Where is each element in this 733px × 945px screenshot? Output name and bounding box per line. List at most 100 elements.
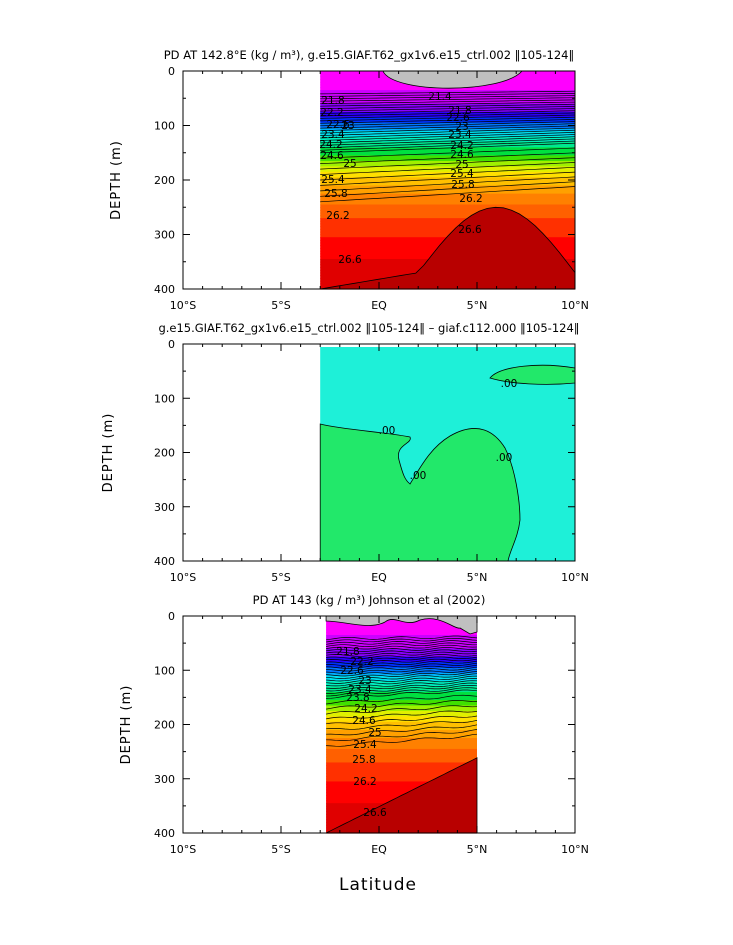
contour-line	[326, 705, 478, 715]
x-tick-label: 5°S	[271, 843, 290, 856]
density-band	[320, 103, 575, 108]
contour-line	[326, 673, 478, 682]
contour-line	[320, 127, 576, 136]
density-band	[326, 702, 477, 707]
density-band	[326, 732, 477, 736]
density-band	[320, 106, 575, 110]
density-band	[320, 169, 575, 173]
density-band	[320, 158, 575, 162]
contour-label: 25	[343, 158, 356, 170]
density-band	[326, 776, 477, 780]
contour-line	[326, 649, 478, 655]
y-tick-label: 300	[154, 229, 175, 242]
y-tick-label: 100	[154, 392, 175, 405]
contour-line	[320, 129, 576, 139]
contour-line	[320, 138, 576, 149]
density-band	[326, 754, 477, 758]
density-band	[320, 92, 575, 97]
y-tick-label: 400	[154, 283, 175, 296]
contour-line	[320, 166, 576, 181]
contour-line	[326, 637, 478, 643]
x-tick-label: 5°S	[271, 299, 290, 312]
x-tick-label: EQ	[371, 571, 387, 584]
density-band	[320, 163, 575, 167]
contour-line	[320, 134, 576, 144]
y-tick-label: 200	[154, 447, 175, 460]
panel-1-axes: 10°S 5°S EQ 5°N 10°N 0 100 200 300 400 PD AT 142.8…	[109, 48, 589, 312]
contour-line	[326, 662, 478, 669]
contour-line	[326, 720, 478, 730]
density-band	[320, 201, 575, 206]
density-band	[326, 719, 477, 723]
contour-label: 23	[341, 120, 354, 132]
contour-line	[326, 682, 478, 692]
contour-line	[326, 658, 478, 664]
density-band	[326, 651, 477, 655]
contour-line	[320, 95, 576, 100]
density-band	[326, 770, 477, 774]
density-band	[320, 133, 575, 137]
contour-label: 26.2	[459, 193, 482, 205]
contour-line	[326, 715, 478, 725]
density-band	[320, 166, 575, 170]
y-axis-label: DEPTH (m)	[119, 685, 134, 765]
contour-label: 24.6	[450, 149, 474, 161]
contour-line	[326, 710, 478, 720]
contour-label: 23.8	[346, 692, 369, 704]
density-band	[326, 721, 477, 726]
contour-line	[320, 119, 576, 127]
contour-line	[326, 687, 478, 697]
y-tick-label: 400	[154, 827, 175, 840]
contour-label: 25.8	[451, 179, 474, 191]
contour-line	[320, 121, 576, 129]
density-band	[326, 697, 477, 701]
density-band	[326, 765, 477, 769]
density-band	[326, 743, 477, 747]
contour-label: 22.6	[446, 112, 470, 124]
density-band	[326, 656, 477, 660]
contour-line	[320, 114, 576, 122]
contour-line	[326, 684, 478, 694]
density-band	[326, 713, 477, 717]
contour-label: 23.4	[348, 684, 372, 696]
contour-label: 26.2	[353, 776, 376, 788]
contour-label: 23.4	[448, 129, 472, 141]
density-band	[320, 120, 575, 124]
density-band	[320, 128, 575, 132]
density-band	[326, 662, 477, 666]
contour-line	[326, 651, 478, 657]
density-band	[326, 694, 477, 698]
x-tick-label: EQ	[371, 843, 387, 856]
surface-mask	[382, 70, 523, 89]
contour-line	[320, 147, 576, 159]
contour-line	[320, 132, 576, 141]
density-band	[320, 150, 575, 154]
contour-line	[320, 140, 576, 151]
density-band	[326, 624, 477, 628]
panel-title: PD AT 142.8°E (kg / m³), g.e15.GIAF.T62_…	[164, 48, 574, 62]
contour-line	[320, 157, 576, 170]
contour-label: 26.6	[363, 807, 387, 819]
contour-line	[320, 103, 576, 109]
density-band	[326, 767, 477, 772]
density-band	[326, 773, 477, 777]
panel-3-axes: 10°S 5°S EQ 5°N 10°N 0 100 200 300 400 PD AT 143 (…	[119, 593, 589, 856]
density-band	[320, 212, 575, 217]
x-tick-label: 10°S	[170, 299, 196, 312]
density-band	[320, 90, 575, 94]
x-tick-label: 5°N	[467, 843, 488, 856]
density-band	[326, 632, 477, 636]
contour-label: 21.8	[448, 105, 471, 117]
contour-label: 23	[455, 121, 468, 133]
contour-line	[320, 116, 576, 124]
y-tick-label: 0	[168, 610, 175, 623]
contour-line	[320, 181, 576, 197]
density-band	[320, 147, 575, 151]
x-tick-label: 10°N	[561, 299, 589, 312]
contour-line	[320, 186, 576, 203]
density-band	[326, 664, 477, 669]
contour-line	[320, 97, 576, 102]
density-band	[326, 705, 477, 709]
contour-label: 21.8	[336, 646, 359, 658]
